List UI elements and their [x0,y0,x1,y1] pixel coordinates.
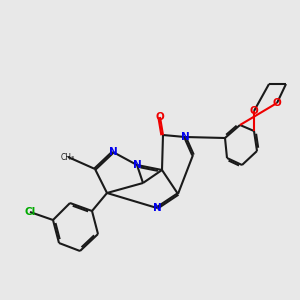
Text: N: N [133,160,141,170]
Text: N: N [153,203,161,213]
Text: O: O [273,98,281,108]
Text: O: O [250,106,258,116]
Text: O: O [156,112,164,122]
Text: CH₃: CH₃ [61,152,75,161]
Text: Cl: Cl [24,207,36,217]
Text: N: N [181,132,189,142]
Text: N: N [109,147,117,157]
